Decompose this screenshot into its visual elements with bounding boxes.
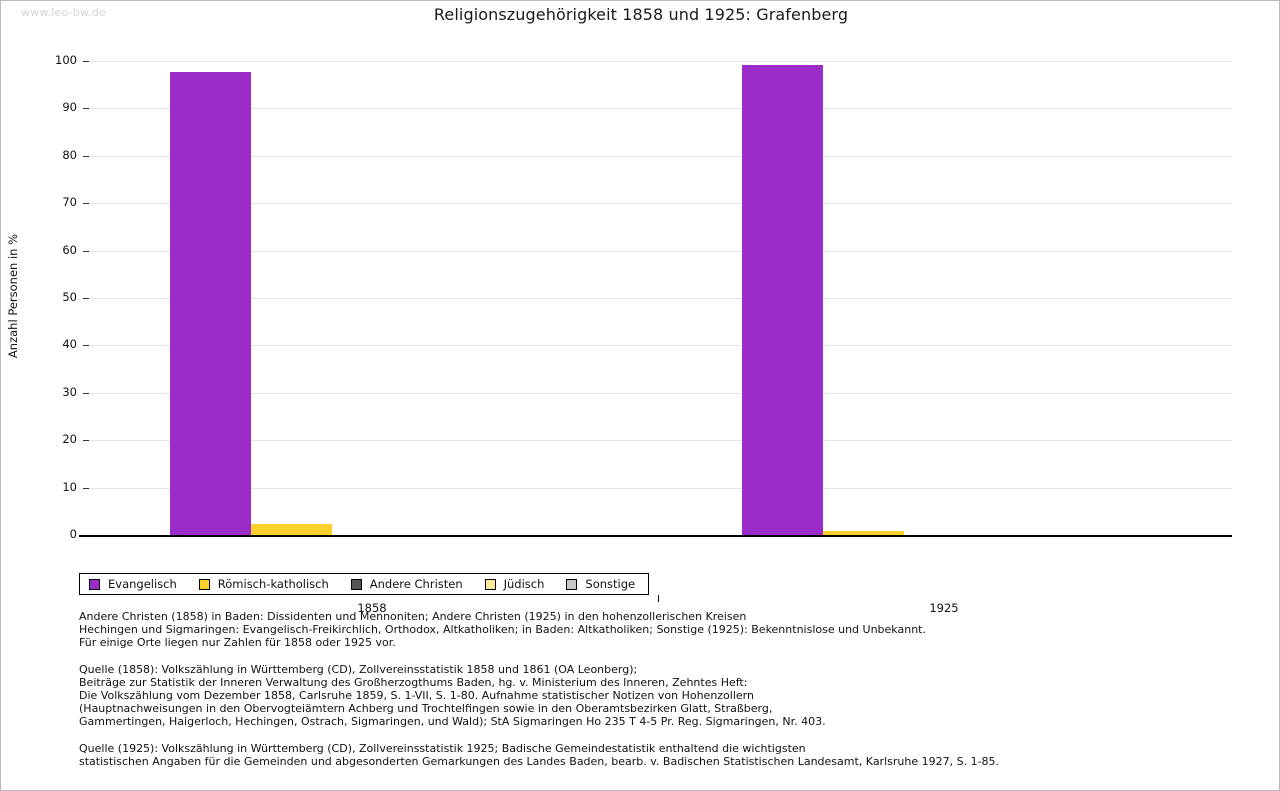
y-tick-mark bbox=[83, 250, 89, 252]
legend-swatch-icon bbox=[198, 578, 210, 590]
gridline bbox=[89, 108, 1232, 110]
gridline bbox=[89, 392, 1232, 394]
plot-area: 100 90 80 70 60 50 40 30 20 10 0 1858 1925 bbox=[55, 54, 1232, 615]
y-tick-mark bbox=[83, 440, 89, 442]
legend-label: Evangelisch bbox=[108, 577, 177, 591]
y-tick-label: 40 bbox=[62, 337, 77, 352]
y-tick-mark bbox=[83, 298, 89, 299]
footnote-line: Andere Christen (1858) in Baden: Disside… bbox=[79, 610, 747, 623]
x-tick-label-1858: 1858 bbox=[357, 601, 387, 615]
gridline bbox=[89, 250, 1232, 252]
x-tick-label-1925: 1925 bbox=[929, 601, 959, 615]
gridline bbox=[89, 61, 1232, 62]
y-tick-label: 50 bbox=[62, 290, 77, 304]
y-tick-label: 70 bbox=[62, 195, 77, 210]
legend: Evangelisch Römisch-katholisch Andere Chri… bbox=[79, 573, 650, 595]
y-tick-mark bbox=[83, 203, 89, 205]
watermark: www.leo-bw.de bbox=[21, 6, 107, 19]
legend-item-evangelisch[interactable]: Evangelisch bbox=[89, 577, 177, 591]
y-tick-label: 60 bbox=[62, 242, 77, 257]
legend-item-andere-christen[interactable]: Andere Christen bbox=[350, 577, 463, 591]
footnote-line: Die Volkszählung vom Dezember 1858, Carl… bbox=[79, 689, 754, 703]
bar-1925-r-misch-katholisch[interactable] bbox=[822, 531, 904, 535]
gridline bbox=[89, 298, 1232, 299]
legend-label: Sonstige bbox=[585, 577, 636, 591]
legend-label: Andere Christen bbox=[369, 577, 463, 591]
y-tick-mark bbox=[83, 155, 89, 157]
page-title: Religionszugehörigkeit 1858 und 1925: Gr… bbox=[433, 5, 849, 24]
footnotes: Andere Christen (1858) in Baden: Disside… bbox=[79, 610, 1229, 768]
y-tick-label: 30 bbox=[62, 384, 77, 399]
y-tick-mark bbox=[83, 61, 89, 62]
y-tick-mark bbox=[83, 392, 89, 394]
gridline bbox=[89, 155, 1232, 157]
legend-label: Jüdisch bbox=[503, 577, 545, 591]
legend-item-sonstige[interactable]: Sonstige bbox=[566, 577, 635, 591]
bar-1858-r-misch-katholisch[interactable] bbox=[250, 524, 332, 535]
footnote-block-3: Quelle (1925): Volkszählung in Württembe… bbox=[79, 742, 1229, 768]
y-tick-label: 20 bbox=[62, 432, 77, 447]
legend-swatch-icon bbox=[350, 578, 362, 590]
footnote-line: (Hauptnachweisungen in den Obervogteiämt… bbox=[79, 702, 773, 716]
y-tick-mark bbox=[83, 345, 89, 347]
legend-swatch-icon bbox=[89, 578, 100, 590]
x-axis-separator-tick bbox=[658, 595, 659, 602]
legend-item-r-misch-katholisch[interactable]: Römisch-katholisch bbox=[198, 577, 329, 591]
footnote-line: Quelle (1858): Volkszählung in Württembe… bbox=[79, 662, 638, 676]
footnote-line: Quelle (1925): Volkszählung in Württembe… bbox=[79, 741, 806, 755]
legend-swatch-icon bbox=[484, 578, 496, 590]
legend-swatch-icon bbox=[566, 578, 578, 590]
y-tick-label: 0 bbox=[69, 527, 77, 541]
footnote-block-2: Quelle (1858): Volkszählung in Württembe… bbox=[79, 663, 1229, 729]
y-tick-label: 100 bbox=[55, 53, 77, 67]
y-tick-label: 90 bbox=[62, 100, 77, 115]
footnote-line: Beiträge zur Statistik der Inneren Verwa… bbox=[79, 675, 748, 689]
legend-label: Römisch-katholisch bbox=[217, 577, 329, 591]
y-tick-label: 80 bbox=[62, 147, 77, 162]
y-tick-label: 10 bbox=[62, 479, 77, 494]
footnote-block-1: Andere Christen (1858) in Baden: Disside… bbox=[79, 610, 1229, 650]
x-axis-line bbox=[79, 535, 1232, 537]
gridline bbox=[89, 487, 1232, 489]
bar-1925-evangelisch[interactable] bbox=[741, 64, 823, 535]
bar-1858-evangelisch[interactable] bbox=[169, 71, 251, 535]
y-tick-mark bbox=[83, 108, 89, 110]
gridline bbox=[89, 203, 1232, 205]
footnote-line: Gammertingen, Haigerloch, Hechingen, Ost… bbox=[79, 715, 826, 729]
gridline bbox=[89, 440, 1232, 442]
footnote-line: Für einige Orte liegen nur Zahlen für 18… bbox=[79, 636, 396, 650]
legend-item-j-disch[interactable]: Jüdisch bbox=[484, 577, 545, 591]
footnote-line: statistischen Angaben für die Gemeinden … bbox=[79, 754, 1000, 768]
footnote-line: Hechingen und Sigmaringen: Evangelisch-F… bbox=[79, 623, 926, 637]
y-tick-mark bbox=[83, 487, 89, 489]
gridline bbox=[89, 345, 1232, 347]
